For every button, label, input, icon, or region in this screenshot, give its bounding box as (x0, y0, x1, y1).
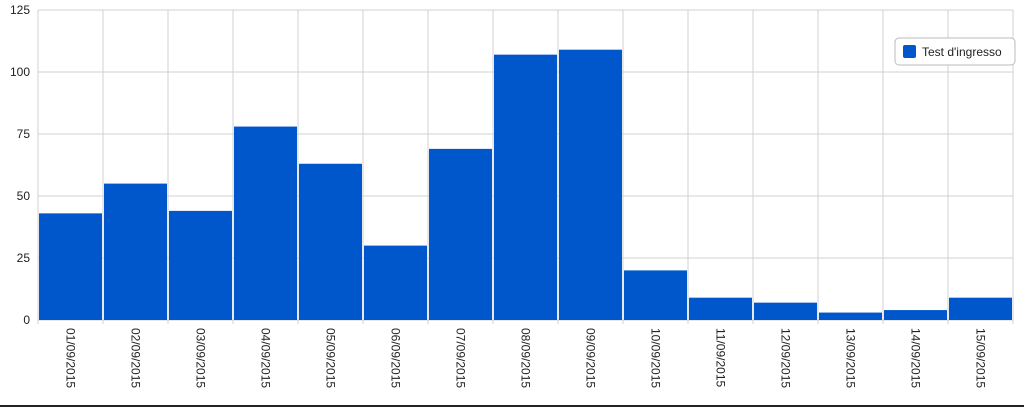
bar (884, 310, 947, 320)
x-tick-label: 15/09/2015 (974, 328, 988, 388)
bar (624, 270, 687, 320)
legend-swatch (903, 45, 916, 58)
bar (754, 302, 817, 320)
bar (299, 163, 362, 320)
bar (689, 297, 752, 320)
x-tick-label: 07/09/2015 (454, 328, 468, 388)
y-tick-label: 125 (10, 3, 30, 17)
x-tick-label: 03/09/2015 (194, 328, 208, 388)
bar (494, 54, 557, 320)
bar (234, 126, 297, 320)
y-tick-label: 75 (17, 127, 31, 141)
bar (39, 213, 102, 320)
x-tick-label: 11/09/2015 (714, 328, 728, 387)
x-tick-label: 14/09/2015 (909, 328, 923, 388)
bar (429, 148, 492, 320)
x-tick-label: 01/09/2015 (64, 328, 78, 388)
x-tick-label: 12/09/2015 (779, 328, 793, 388)
x-tick-label: 06/09/2015 (389, 328, 403, 388)
x-tick-label: 05/09/2015 (324, 328, 338, 388)
bar (364, 245, 427, 320)
y-tick-label: 25 (17, 251, 31, 265)
x-tick-label: 13/09/2015 (844, 328, 858, 388)
x-tick-label: 10/09/2015 (649, 328, 663, 388)
y-tick-label: 100 (10, 65, 30, 79)
x-tick-label: 04/09/2015 (259, 328, 273, 388)
legend: Test d'ingresso (894, 37, 1016, 66)
bar (104, 183, 167, 320)
y-tick-label: 50 (17, 189, 31, 203)
bar (169, 210, 232, 320)
x-tick-label: 08/09/2015 (519, 328, 533, 388)
legend-label: Test d'ingresso (922, 45, 1002, 59)
bar (559, 49, 622, 321)
y-tick-label: 0 (23, 313, 30, 327)
bar (819, 312, 882, 320)
x-tick-label: 02/09/2015 (129, 328, 143, 388)
legend-box (894, 37, 1016, 66)
bar (949, 297, 1012, 320)
x-tick-label: 09/09/2015 (584, 328, 598, 388)
